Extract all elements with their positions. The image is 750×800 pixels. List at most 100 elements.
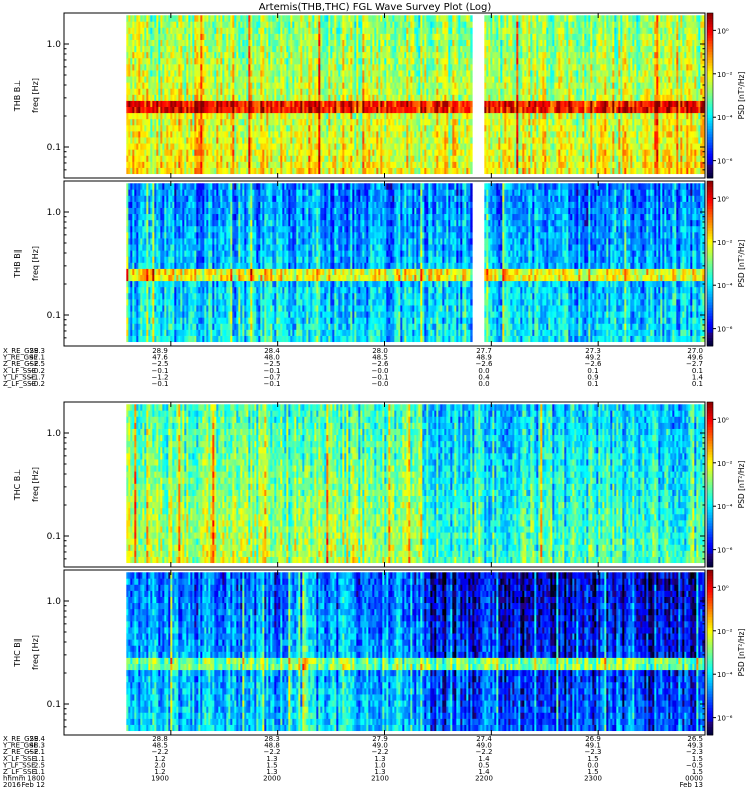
table-cell: 1.1 xyxy=(34,768,45,776)
table-cell: 49.0 xyxy=(476,742,492,750)
table-cell: 1.3 xyxy=(374,755,385,763)
table-cell: 2100 xyxy=(371,775,389,783)
table-cell: −1.7 xyxy=(28,373,45,381)
colorbar: 10⁰ 10⁻² 10⁻⁴ 10⁻⁶ PSD [nT²/Hz] xyxy=(706,401,746,568)
colorbar-tick-label: 10⁰ xyxy=(717,584,729,592)
table-cell: 29.3 xyxy=(29,347,45,355)
colorbar-tick-label: 10⁻⁶ xyxy=(717,715,733,723)
y-tick-label: 1.0 xyxy=(47,40,62,50)
table-row-label: Y_LF_SSE xyxy=(2,761,36,769)
table-cell: 1900 xyxy=(151,775,169,783)
table-cell: 1.5 xyxy=(692,755,703,763)
table-cell: −2.2 xyxy=(476,748,493,756)
panel-ylabel: THB B⊥ xyxy=(13,80,22,112)
table-cell: 0.1 xyxy=(692,367,703,375)
table-cell: 1.0 xyxy=(374,761,385,769)
table-cell: −0.0 xyxy=(372,367,389,375)
table-cell: −2.2 xyxy=(372,748,389,756)
table-cell: 1800 xyxy=(27,775,45,783)
table-cell: 0.5 xyxy=(478,761,489,769)
table-row-label: X_LF_SSE xyxy=(3,755,36,763)
table-cell: 0.4 xyxy=(478,373,490,381)
table-cell: 47.6 xyxy=(152,354,168,362)
colorbar-label: PSD [nT²/Hz] xyxy=(737,461,746,509)
colorbar-tick-label: 10⁻⁴ xyxy=(717,114,733,122)
table-cell: 29.4 xyxy=(29,735,45,743)
table-cell: 28.3 xyxy=(264,735,280,743)
table-cell: −2.5 xyxy=(152,360,169,368)
table-cell: −0.1 xyxy=(152,380,169,388)
table-cell: −0.7 xyxy=(264,373,281,381)
y-axis-label: freq [Hz] xyxy=(31,635,40,670)
table-cell: 0.0 xyxy=(478,367,489,375)
table-cell: −1.2 xyxy=(152,373,169,381)
table-cell: 1.4 xyxy=(478,755,490,763)
table-cell: 1.4 xyxy=(478,768,490,776)
colorbar: 10⁰ 10⁻² 10⁻⁴ 10⁻⁶ PSD [nT²/Hz] xyxy=(706,569,746,736)
panel-ylabel: THB B∥ xyxy=(13,249,22,278)
table-cell: 1.1 xyxy=(34,755,45,763)
table-cell: 27.9 xyxy=(372,735,388,743)
table-row-label: Z_LF_SSE xyxy=(3,380,36,388)
colorbar-tick-label: 10⁻⁶ xyxy=(717,547,733,555)
table-cell: 2300 xyxy=(584,775,602,783)
table-cell: −0.2 xyxy=(28,367,45,375)
colorbar: 10⁰ 10⁻² 10⁻⁴ 10⁻⁶ PSD [nT²/Hz] xyxy=(706,12,746,179)
colorbar-tick-label: 10⁰ xyxy=(717,27,729,35)
colorbar-label: PSD [nT²/Hz] xyxy=(737,629,746,677)
spectrogram-panel-thc_perp: 1.0 0.1 THC B⊥ freq [Hz] 10⁰ 10⁻² 10⁻⁴ 10⁻⁶ PSD … xyxy=(13,401,746,568)
table-cell: 48.8 xyxy=(264,742,280,750)
table-cell: 28.0 xyxy=(372,347,388,355)
table-cell: 1.3 xyxy=(266,755,277,763)
table-cell: 1.3 xyxy=(266,768,277,776)
table-cell: 0.1 xyxy=(587,367,598,375)
table-cell: 0.0 xyxy=(478,380,489,388)
colorbar-tick-label: 10⁻² xyxy=(717,628,733,636)
table-cell: 48.0 xyxy=(264,354,280,362)
colorbar-label: PSD [nT²/Hz] xyxy=(737,240,746,288)
spectrogram-image xyxy=(126,404,705,564)
table-cell: −2.7 xyxy=(686,360,703,368)
table-cell: 28.9 xyxy=(152,347,168,355)
colorbar-tick-label: 10⁻² xyxy=(717,460,733,468)
table-cell: 28.8 xyxy=(152,735,168,743)
spectrogram-panels: 1.0 0.1 THB B⊥ freq [Hz] 10⁰ 10⁻² 10⁻⁴ 10⁻⁶ PSD … xyxy=(13,12,746,736)
spectrogram-panel-thc_par: 1.0 0.1 THC B∥ freq [Hz] 10⁰ 10⁻² 10⁻⁴ 10⁻⁶ PSD … xyxy=(13,569,746,736)
table-cell: −2.2 xyxy=(264,748,281,756)
table-cell: 48.3 xyxy=(29,742,45,750)
table-cell: 27.7 xyxy=(476,347,492,355)
table-cell: 28.4 xyxy=(264,347,280,355)
table-cell: Feb 13 xyxy=(679,781,703,789)
table-cell: 0.1 xyxy=(692,380,703,388)
table-cell: 1.2 xyxy=(154,768,165,776)
table-cell: 47.1 xyxy=(29,354,45,362)
table-row-label: Y_RE_GSE xyxy=(2,742,38,750)
colorbar-tick-label: 10⁰ xyxy=(717,195,729,203)
figure-title: Artemis(THB,THC) FGL Wave Survey Plot (L… xyxy=(259,2,492,13)
table-cell: 1.2 xyxy=(154,755,165,763)
panel-ylabel: THC B⊥ xyxy=(13,469,22,502)
table-cell: 27.3 xyxy=(585,347,601,355)
table-cell: Feb 12 xyxy=(21,781,45,789)
table-cell: −2.5 xyxy=(264,360,281,368)
table-cell: 2200 xyxy=(475,775,493,783)
table-cell: −2.5 xyxy=(28,360,45,368)
table-row-label: Z_RE_GSE xyxy=(3,360,38,368)
spectrogram-image xyxy=(126,15,705,175)
table-row-label: X_RE_GSE xyxy=(3,735,38,743)
colorbar-tick-label: 10⁻² xyxy=(717,71,733,79)
y-tick-label: 0.1 xyxy=(47,143,61,153)
table-cell: 26.5 xyxy=(687,735,703,743)
y-axis-label: freq [Hz] xyxy=(31,246,40,281)
table-cell: 26.9 xyxy=(585,735,601,743)
y-tick-label: 0.1 xyxy=(47,311,61,321)
colorbar-tick-label: 10⁻⁴ xyxy=(717,282,733,290)
table-cell: −2.6 xyxy=(476,360,494,368)
table-row-label: Y_RE_GSE xyxy=(2,354,38,362)
table-cell: −2.6 xyxy=(372,360,390,368)
table-cell: 1.5 xyxy=(692,768,703,776)
table-cell: 49.3 xyxy=(687,742,703,750)
table-row-label: Y_LF_SSE xyxy=(2,373,36,381)
table-row-label: Z_RE_GSE xyxy=(3,748,38,756)
